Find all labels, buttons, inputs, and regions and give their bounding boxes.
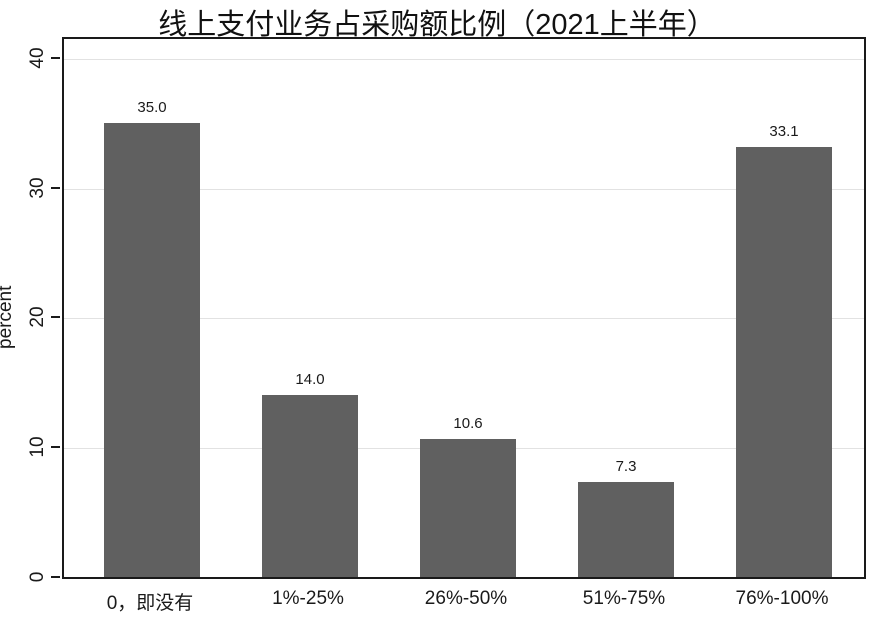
bar-value-label-1: 14.0 xyxy=(295,371,325,388)
x-tick-label-1: 1%-25% xyxy=(272,588,344,609)
y-axis-title: percent xyxy=(0,285,16,349)
gridline-y-40 xyxy=(64,59,864,60)
bar-3 xyxy=(578,482,674,577)
plot-area: 35.0 14.0 10.6 7.3 33.1 xyxy=(62,37,866,579)
y-tick-label-10: 10 xyxy=(27,436,48,458)
chart-title: 线上支付业务占采购额比例（2021上半年） xyxy=(158,9,716,41)
bar-value-label-3: 7.3 xyxy=(615,458,637,475)
x-tick-label-4: 76%-100% xyxy=(735,588,829,609)
x-tick-label-3: 51%-75% xyxy=(582,588,666,609)
y-tick-label-20: 20 xyxy=(27,306,48,328)
bar-value-label-0: 35.0 xyxy=(137,99,167,116)
y-tick-label-0: 0 xyxy=(27,571,48,583)
y-tick-40 xyxy=(51,57,60,59)
gridline-y-30 xyxy=(64,189,864,190)
x-tick-label-2: 26%-50% xyxy=(424,588,508,609)
y-tick-label-30: 30 xyxy=(27,177,48,199)
bar-value-label-4: 33.1 xyxy=(769,123,799,140)
bar-1 xyxy=(262,395,358,577)
gridline-y-20 xyxy=(64,318,864,319)
bar-2 xyxy=(420,439,516,577)
bar-4 xyxy=(736,147,832,577)
y-tick-10 xyxy=(51,446,60,448)
y-tick-30 xyxy=(51,187,60,189)
y-tick-0 xyxy=(51,576,60,578)
bar-value-label-2: 10.6 xyxy=(453,415,483,432)
bar-0 xyxy=(104,123,200,577)
x-tick-label-0: 0，即没有 xyxy=(106,593,194,614)
y-tick-label-40: 40 xyxy=(27,47,48,69)
y-tick-20 xyxy=(51,316,60,318)
